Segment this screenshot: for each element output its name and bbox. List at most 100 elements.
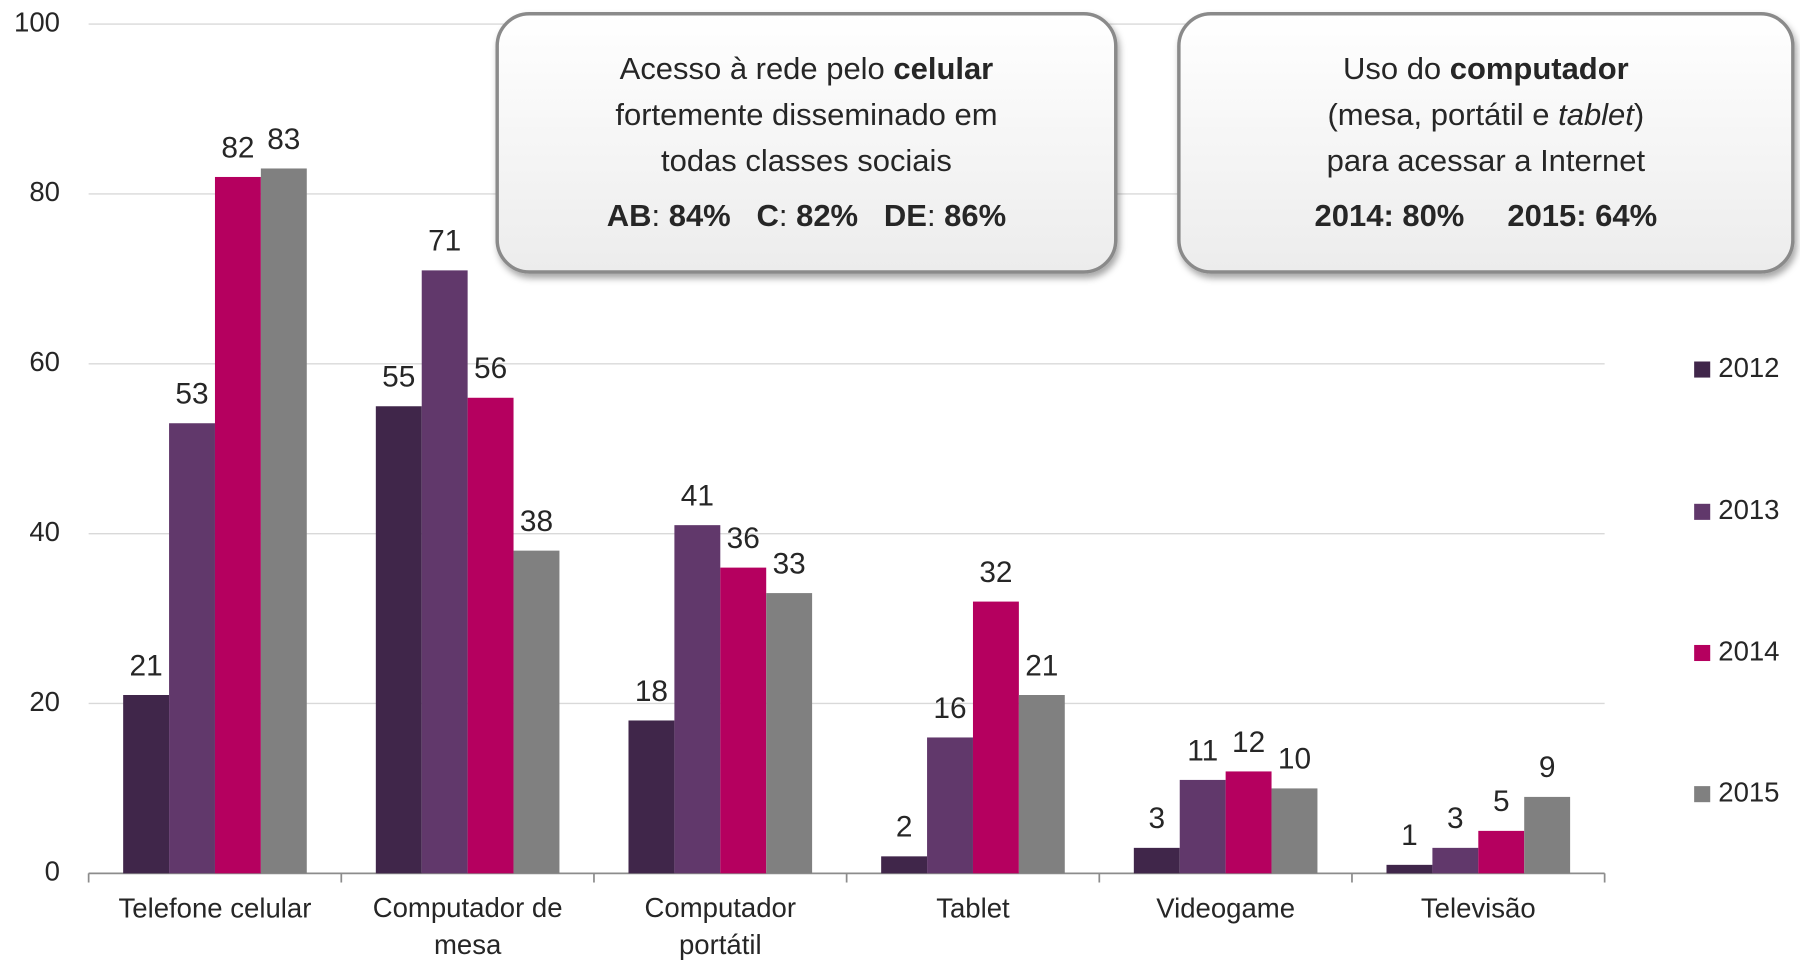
data-label: 41 bbox=[681, 479, 714, 512]
data-label: 71 bbox=[428, 225, 461, 258]
data-label: 32 bbox=[979, 556, 1012, 589]
data-label: 36 bbox=[727, 522, 760, 555]
x-tick-label: Computador de mesa bbox=[373, 892, 563, 960]
x-tick-label: Videogame bbox=[1156, 892, 1295, 923]
annotation-line: Uso do computador bbox=[1343, 51, 1629, 86]
annotation-text: : bbox=[927, 198, 944, 233]
annotation-text: DE bbox=[858, 198, 927, 233]
bar bbox=[1133, 847, 1180, 874]
annotation-text: Uso do bbox=[1343, 51, 1450, 86]
bar bbox=[169, 423, 215, 874]
data-label: 21 bbox=[1025, 649, 1058, 682]
data-label: 38 bbox=[520, 505, 553, 538]
bar bbox=[1271, 788, 1318, 874]
bar bbox=[927, 737, 973, 874]
bar bbox=[1386, 864, 1433, 874]
y-tick-label: 0 bbox=[45, 856, 60, 887]
bar bbox=[628, 720, 675, 874]
y-tick-label: 40 bbox=[29, 516, 60, 547]
x-tick-label: Televisão bbox=[1421, 892, 1536, 923]
annotation-text: AB bbox=[607, 198, 652, 233]
annotation-text: fortemente disseminado em bbox=[615, 97, 997, 132]
legend-label: 2014 bbox=[1718, 635, 1779, 666]
bar bbox=[467, 397, 514, 874]
annotation-line: (mesa, portátil e tablet) bbox=[1327, 97, 1644, 132]
bar bbox=[1018, 694, 1065, 874]
annotation-box bbox=[495, 12, 1118, 274]
bar bbox=[1524, 796, 1571, 874]
legend-swatch bbox=[1694, 503, 1711, 520]
bar bbox=[881, 856, 928, 874]
data-label: 5 bbox=[1493, 785, 1510, 818]
annotation-text: 2014: 80% 2015: 64% bbox=[1315, 198, 1658, 233]
annotation-line: fortemente disseminado em bbox=[615, 97, 997, 132]
bar bbox=[123, 694, 170, 874]
x-tick-label: Telefone celular bbox=[119, 892, 312, 923]
data-label: 3 bbox=[1447, 802, 1464, 835]
data-label: 82 bbox=[221, 131, 254, 164]
data-label: 11 bbox=[1187, 734, 1218, 767]
annotation-line: AB: 84% C: 82% DE: 86% bbox=[607, 198, 1006, 233]
annotation-text: : bbox=[779, 198, 796, 233]
bar bbox=[674, 525, 721, 874]
bar bbox=[214, 176, 261, 874]
annotation-text: tablet bbox=[1558, 97, 1635, 132]
bar bbox=[421, 270, 468, 874]
annotation-text: para acessar a Internet bbox=[1327, 143, 1646, 178]
x-tick-label: Computador portátil bbox=[645, 892, 797, 960]
annotation-text: 86% bbox=[944, 198, 1006, 233]
data-label: 10 bbox=[1278, 743, 1311, 776]
legend-swatch bbox=[1694, 786, 1711, 803]
bar bbox=[720, 567, 767, 874]
y-tick-label: 80 bbox=[29, 176, 60, 207]
annotation-text: ) bbox=[1634, 97, 1644, 132]
data-label: 33 bbox=[773, 547, 806, 580]
annotation-line: Acesso à rede pelo celular bbox=[620, 51, 994, 86]
bar bbox=[1432, 847, 1479, 874]
annotation-text: computador bbox=[1450, 51, 1629, 86]
bar bbox=[375, 406, 422, 874]
annotation-line: para acessar a Internet bbox=[1327, 143, 1646, 178]
y-tick-label: 100 bbox=[14, 6, 60, 37]
y-tick-label: 60 bbox=[29, 346, 60, 377]
data-label: 2 bbox=[896, 811, 913, 844]
data-label: 83 bbox=[267, 123, 300, 156]
annotation-text: (mesa, portátil e bbox=[1327, 97, 1558, 132]
annotation-text: Acesso à rede pelo bbox=[620, 51, 894, 86]
data-label: 16 bbox=[933, 692, 966, 725]
annotation-line: todas classes sociais bbox=[661, 143, 952, 178]
legend-swatch bbox=[1694, 644, 1711, 662]
annotation-line: 2014: 80% 2015: 64% bbox=[1315, 198, 1658, 233]
annotation-text: 84% bbox=[669, 198, 731, 233]
legend-label: 2015 bbox=[1718, 776, 1779, 807]
bar bbox=[260, 168, 307, 874]
legend-swatch bbox=[1694, 361, 1711, 378]
data-label: 18 bbox=[635, 675, 668, 708]
bar bbox=[972, 601, 1019, 874]
data-label: 1 bbox=[1401, 819, 1418, 852]
y-tick-label: 20 bbox=[29, 686, 60, 717]
data-label: 3 bbox=[1148, 802, 1165, 835]
bar bbox=[513, 550, 560, 874]
annotation-box bbox=[1177, 12, 1795, 274]
bar bbox=[766, 593, 813, 874]
data-label: 9 bbox=[1539, 751, 1556, 784]
data-label: 53 bbox=[175, 378, 208, 411]
bar bbox=[1225, 771, 1272, 874]
annotation-text: 82% bbox=[796, 198, 858, 233]
legend-label: 2013 bbox=[1718, 494, 1779, 525]
data-label: 21 bbox=[130, 649, 163, 682]
annotation-text: C bbox=[731, 198, 779, 233]
data-label: 55 bbox=[382, 361, 415, 394]
data-label: 56 bbox=[474, 352, 507, 385]
annotation-text: todas classes sociais bbox=[661, 143, 952, 178]
bar bbox=[1478, 830, 1525, 874]
legend-label: 2012 bbox=[1718, 352, 1779, 383]
x-tick-label: Tablet bbox=[936, 892, 1010, 923]
data-label: 12 bbox=[1232, 726, 1265, 759]
annotation-text: celular bbox=[893, 51, 993, 86]
bar bbox=[1179, 779, 1226, 874]
annotation-text: : bbox=[652, 198, 669, 233]
